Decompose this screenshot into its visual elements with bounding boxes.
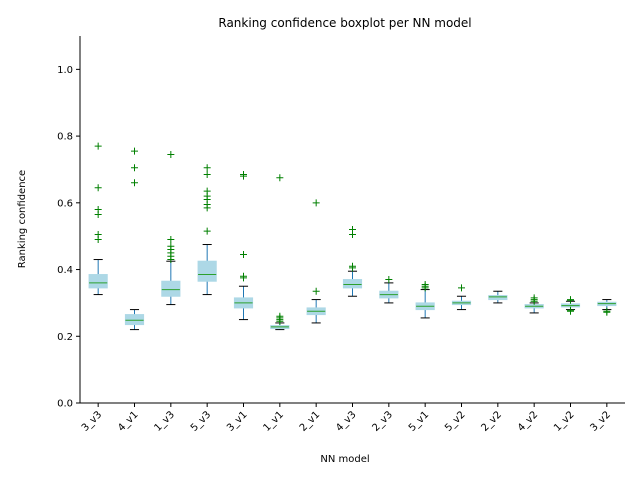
outlier-marker — [603, 308, 611, 316]
outlier-marker — [421, 284, 429, 292]
plot-area — [88, 142, 617, 331]
outlier-marker — [167, 236, 175, 244]
outlier-marker — [385, 276, 393, 284]
y-tick-label: 0.2 — [57, 332, 73, 343]
outlier-marker — [567, 296, 574, 304]
box-iqr — [197, 260, 217, 282]
outlier-marker — [567, 307, 574, 315]
x-tick-label: 1_v1 — [261, 409, 286, 434]
box-iqr — [88, 274, 108, 289]
outlier-marker — [240, 274, 247, 282]
outlier-marker — [349, 231, 356, 239]
y-tick-label: 0.4 — [57, 265, 73, 276]
y-tick-label: 0.0 — [57, 399, 73, 410]
outlier-marker — [203, 170, 211, 178]
y-tick-label: 1.0 — [57, 65, 73, 76]
box-group-5-v3 — [197, 164, 217, 296]
x-tick-label: 5_v1 — [407, 409, 432, 434]
chart-title: Ranking confidence boxplot per NN model — [218, 16, 471, 30]
box-group-4-v1 — [124, 147, 145, 331]
box-group-2-v3 — [379, 276, 399, 304]
box-iqr — [488, 295, 508, 301]
box-group-2-v2 — [488, 290, 508, 304]
x-tick-label: 4_v2 — [516, 409, 541, 434]
x-tick-label: 3_v1 — [225, 409, 250, 434]
box-group-5-v1 — [415, 281, 435, 319]
outlier-marker — [530, 297, 538, 305]
box-group-5-v2 — [451, 284, 472, 311]
box-group-3-v1 — [233, 170, 254, 321]
x-tick-label: 5_v2 — [443, 409, 468, 434]
outlier-marker — [131, 147, 138, 155]
outlier-marker — [240, 172, 247, 180]
outlier-marker — [349, 264, 356, 272]
box-group-3-v2 — [597, 299, 617, 316]
box-group-4-v3 — [342, 226, 363, 297]
outlier-marker — [94, 210, 102, 218]
x-tick-label: 2_v3 — [370, 409, 395, 434]
box-group-3-v3 — [88, 142, 108, 296]
outlier-marker — [240, 251, 247, 259]
x-axis-title: NN model — [320, 454, 369, 465]
x-tick-label: 3_v3 — [80, 409, 105, 434]
box-group-4-v2 — [524, 294, 544, 314]
box-group-1-v2 — [560, 296, 581, 315]
outlier-marker — [312, 199, 320, 207]
y-axis-ticks: 0.0 0.2 0.4 0.6 0.8 1.0 — [57, 65, 80, 410]
x-tick-label: 2_v2 — [479, 409, 504, 434]
box-iqr — [161, 280, 181, 297]
x-tick-label: 3_v2 — [588, 409, 613, 434]
x-tick-label: 4_v1 — [116, 409, 141, 434]
box-iqr — [124, 314, 145, 326]
outlier-marker — [94, 142, 102, 150]
outlier-marker — [312, 287, 320, 295]
box-group-1-v3 — [161, 150, 181, 306]
outlier-marker — [167, 256, 175, 264]
y-axis-title: Ranking confidence — [17, 170, 28, 268]
x-tick-label: 1_v3 — [152, 409, 177, 434]
outlier-marker — [203, 204, 211, 212]
outlier-marker — [276, 174, 284, 182]
outlier-marker — [167, 150, 175, 158]
outlier-marker — [131, 179, 138, 187]
outlier-marker — [458, 284, 465, 292]
outlier-marker — [131, 164, 138, 172]
x-tick-label: 5_v3 — [189, 409, 214, 434]
x-axis-ticks: 3_v3 4_v1 1_v3 5_v3 3_v1 1_v1 2_v1 4_v3 2_v3 5_v1… — [80, 403, 613, 434]
outlier-marker — [203, 227, 211, 235]
outlier-marker — [94, 236, 102, 244]
box-group-2-v1 — [306, 199, 326, 324]
outlier-marker — [94, 184, 102, 192]
box-iqr — [342, 279, 363, 289]
x-tick-label: 2_v1 — [298, 409, 323, 434]
y-tick-label: 0.8 — [57, 132, 73, 143]
x-tick-label: 1_v2 — [552, 409, 577, 434]
y-tick-label: 0.6 — [57, 198, 73, 209]
box-group-1-v1 — [270, 174, 290, 331]
outlier-marker — [203, 164, 211, 172]
outlier-marker — [276, 317, 284, 325]
x-tick-label: 4_v3 — [334, 409, 359, 434]
